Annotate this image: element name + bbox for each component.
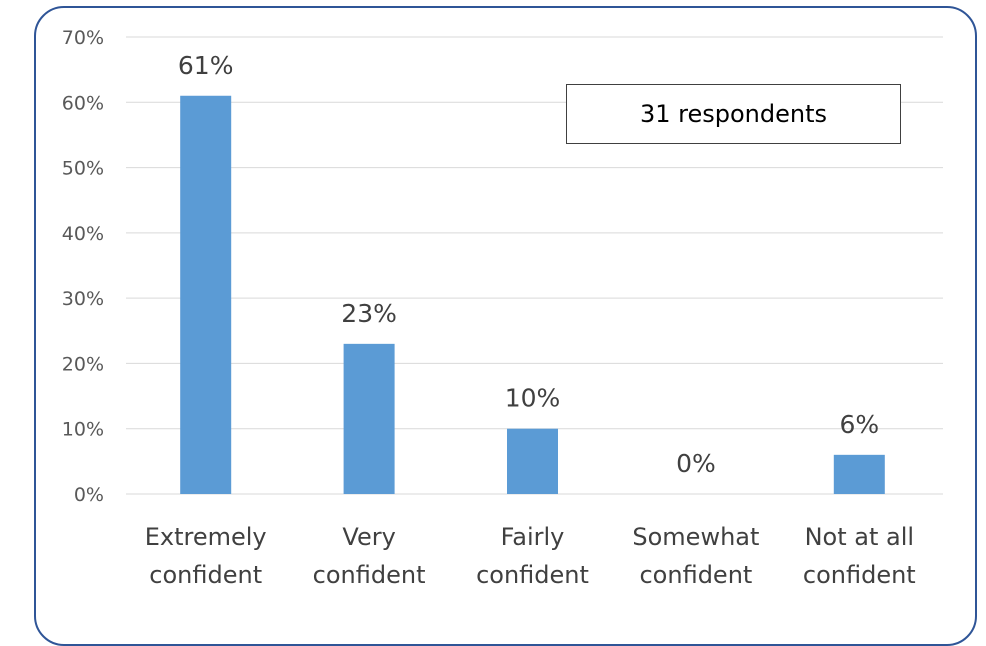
data-labels: 61% 23% 10% 0% 6% (178, 51, 879, 478)
category-label-line: Fairly (501, 523, 565, 551)
y-tick-label: 0% (74, 484, 104, 506)
bar (180, 95, 232, 494)
data-label: 61% (178, 51, 234, 80)
data-label: 10% (505, 384, 561, 413)
category-label-line: Not at all (805, 523, 914, 551)
data-label: 6% (839, 410, 879, 439)
data-label: 0% (676, 449, 716, 478)
category-label-line: confident (149, 561, 262, 589)
y-tick-label: 20% (62, 353, 104, 375)
bar (343, 343, 395, 494)
bars (180, 95, 885, 494)
y-tick-label: 40% (62, 223, 104, 245)
category-label-line: confident (803, 561, 916, 589)
y-tick-label: 70% (62, 27, 104, 49)
category-labels: Extremely confident Very confident Fairly con… (145, 523, 916, 589)
category-label-line: confident (313, 561, 426, 589)
y-tick-label: 50% (62, 158, 104, 180)
y-axis-ticks: 0% 10% 20% 30% 40% 50% 60% 70% (62, 27, 104, 506)
y-tick-label: 30% (62, 288, 104, 310)
category-label: Extremely confident (145, 523, 267, 589)
data-label: 23% (341, 299, 397, 328)
category-label-line: confident (476, 561, 589, 589)
category-label: Somewhat confident (632, 523, 759, 589)
y-tick-label: 10% (62, 419, 104, 441)
respondents-annotation-text: 31 respondents (639, 100, 828, 128)
category-label-line: Somewhat (632, 523, 759, 551)
category-label-line: Very (342, 523, 395, 551)
bar (507, 428, 558, 494)
bar (833, 454, 885, 494)
category-label: Not at all confident (803, 523, 916, 589)
category-label-line: confident (639, 561, 752, 589)
category-label: Very confident (313, 523, 426, 589)
respondents-annotation: 31 respondents (566, 84, 901, 144)
y-tick-label: 60% (62, 92, 104, 114)
category-label-line: Extremely (145, 523, 267, 551)
category-label: Fairly confident (476, 523, 589, 589)
